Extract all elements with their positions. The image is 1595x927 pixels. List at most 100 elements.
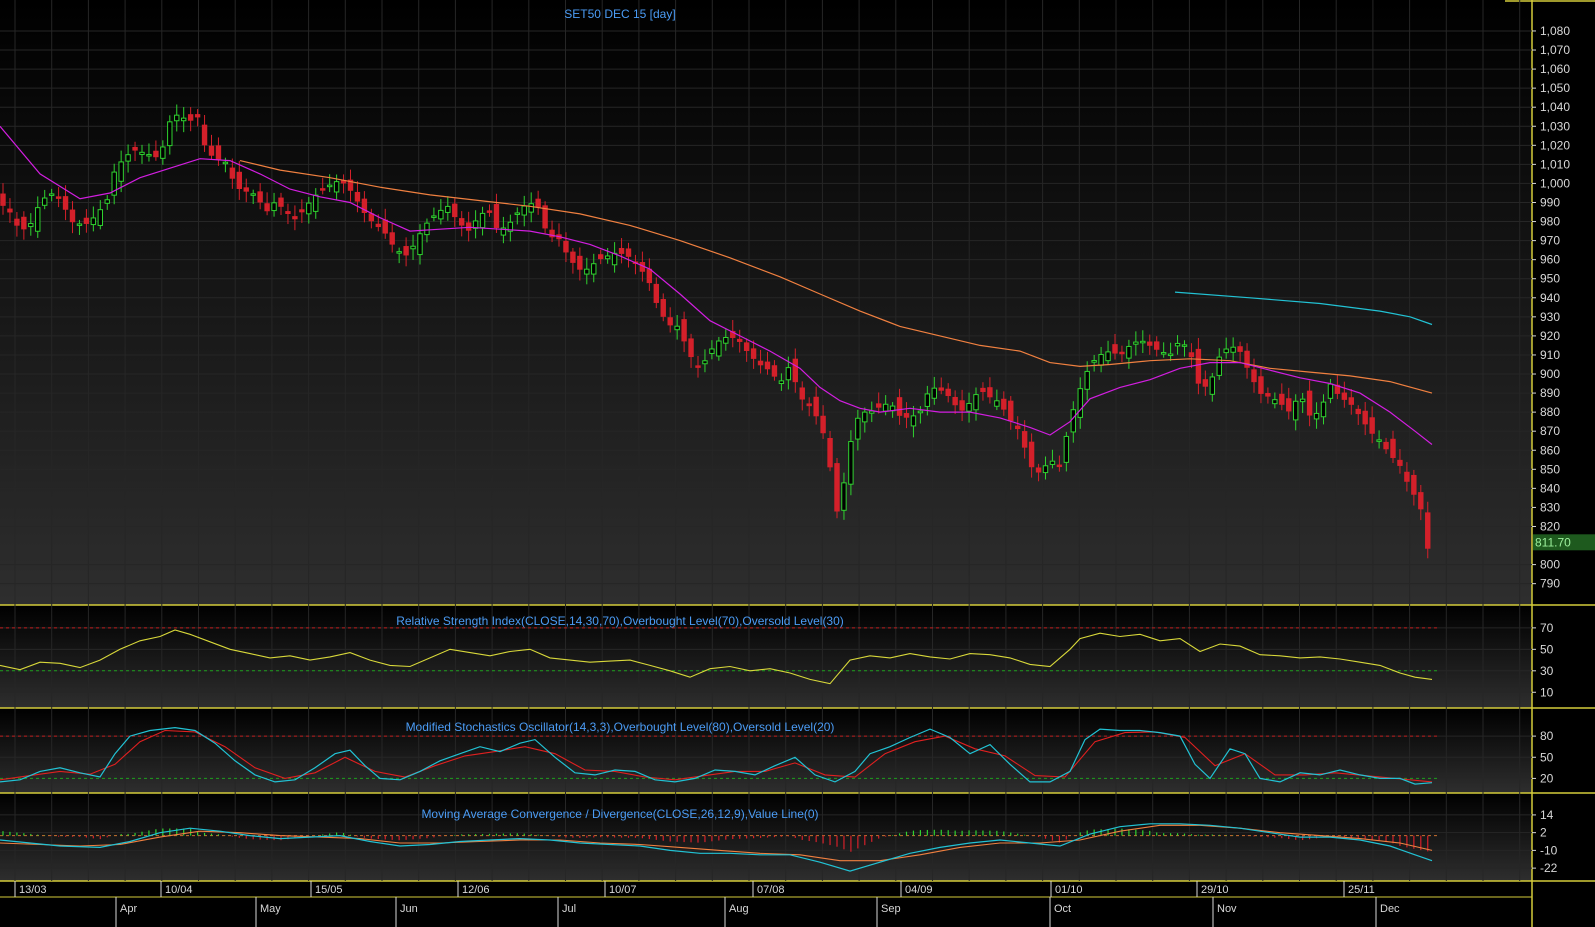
candle-down (1348, 397, 1354, 405)
candle-down (21, 216, 27, 230)
candle-up (28, 223, 34, 228)
y-axis-tick-label: 890 (1540, 386, 1560, 400)
y-axis-tick-label: 860 (1540, 443, 1560, 457)
rsi-line (0, 629, 1433, 685)
candle-up (472, 220, 479, 229)
pane-background-3 (0, 793, 1532, 881)
candle-down (493, 203, 500, 229)
candle-down (1056, 464, 1063, 468)
date-tick-label: 10/07 (609, 884, 637, 896)
y-axis-tick-label: 950 (1540, 272, 1560, 286)
candle-up (1133, 341, 1139, 345)
stochastics-title: Modified Stochastics Oscillator(14,3,3),… (406, 720, 835, 734)
candle-up (514, 212, 520, 215)
candle-up (966, 403, 972, 412)
month-tick-label: Jun (400, 903, 418, 915)
candle-down (1279, 393, 1285, 405)
candle-down (570, 251, 576, 263)
candle-down (1237, 346, 1243, 352)
y-axis-tick-label: 1,040 (1540, 100, 1570, 114)
candle-down (618, 248, 625, 254)
candle-down (320, 188, 326, 191)
y-axis-tick-label: 1,070 (1540, 43, 1570, 57)
candle-up (167, 121, 173, 147)
y-axis-tick-label: 910 (1540, 348, 1560, 362)
candle-down (695, 365, 701, 368)
candle-down (1001, 398, 1007, 410)
candle-up (396, 251, 402, 254)
last-price-label: 811.70 (1535, 535, 1571, 549)
candle-up (848, 441, 854, 485)
candle-up (326, 184, 333, 188)
candle-up (48, 193, 55, 196)
candle-down (0, 193, 6, 206)
y-axis-tick-label: 1,060 (1540, 62, 1570, 76)
candle-up (125, 154, 131, 162)
candle-up (862, 411, 868, 423)
candle-down (83, 217, 90, 224)
candle-down (1244, 350, 1250, 368)
candle-down (1425, 512, 1431, 549)
candle-down (153, 150, 159, 158)
y-axis-tick-label: 2 (1540, 826, 1547, 840)
candle-down (264, 203, 270, 212)
y-axis-tick-label: 50 (1540, 750, 1554, 764)
candle-down (187, 114, 194, 121)
candle-up (250, 193, 256, 196)
candle-down (563, 240, 569, 253)
date-tick-label: 04/09 (905, 884, 933, 896)
candle-down (201, 124, 208, 146)
candle-up (1084, 370, 1090, 390)
candle-up (1049, 460, 1056, 465)
candle-down (792, 358, 798, 383)
candle-up (917, 410, 924, 414)
candle-down (938, 387, 944, 391)
candle-up (1105, 351, 1111, 362)
candle-up (521, 205, 527, 216)
moving-average-short-line (0, 125, 1433, 445)
candle-up (146, 154, 152, 157)
candle-down (354, 191, 361, 202)
candle-up (1174, 342, 1181, 347)
candle-down (1383, 441, 1389, 450)
candle-down (1147, 341, 1153, 346)
candle-down (1008, 400, 1014, 422)
candle-down (236, 171, 243, 190)
candle-down (361, 198, 368, 213)
candle-up (855, 417, 861, 440)
candle-down (486, 210, 493, 213)
candle-up (1320, 401, 1327, 418)
candle-down (1404, 471, 1410, 482)
macd-line (0, 823, 1433, 872)
candle-down (799, 387, 805, 400)
candle-up (90, 217, 97, 226)
candle-up (76, 223, 83, 226)
candle-down (1188, 352, 1195, 358)
y-axis-tick-label: 800 (1540, 558, 1560, 572)
candle-down (646, 268, 653, 284)
candle-down (194, 114, 201, 118)
y-axis-tick-label: 940 (1540, 291, 1560, 305)
candle-up (1167, 353, 1174, 357)
candle-up (1313, 412, 1320, 420)
date-tick-label: 10/04 (165, 884, 193, 896)
candle-up (1223, 348, 1229, 354)
candle-down (577, 255, 583, 270)
candle-down (14, 218, 20, 226)
candle-up (1327, 383, 1334, 399)
candle-up (528, 203, 534, 213)
candle-up (1376, 439, 1382, 442)
candle-up (118, 161, 124, 182)
y-axis-tick-label: 14 (1540, 808, 1554, 822)
candle-down (1119, 351, 1125, 355)
candle-down (1035, 467, 1042, 473)
y-axis-tick-label: -22 (1540, 861, 1558, 875)
candle-down (987, 387, 993, 398)
month-tick-label: Apr (120, 903, 137, 915)
month-tick-label: Sep (881, 903, 901, 915)
candle-down (549, 229, 555, 238)
candle-down (959, 400, 965, 411)
candle-up (1181, 344, 1188, 347)
pane-background-1 (0, 605, 1532, 708)
candle-up (882, 403, 889, 412)
